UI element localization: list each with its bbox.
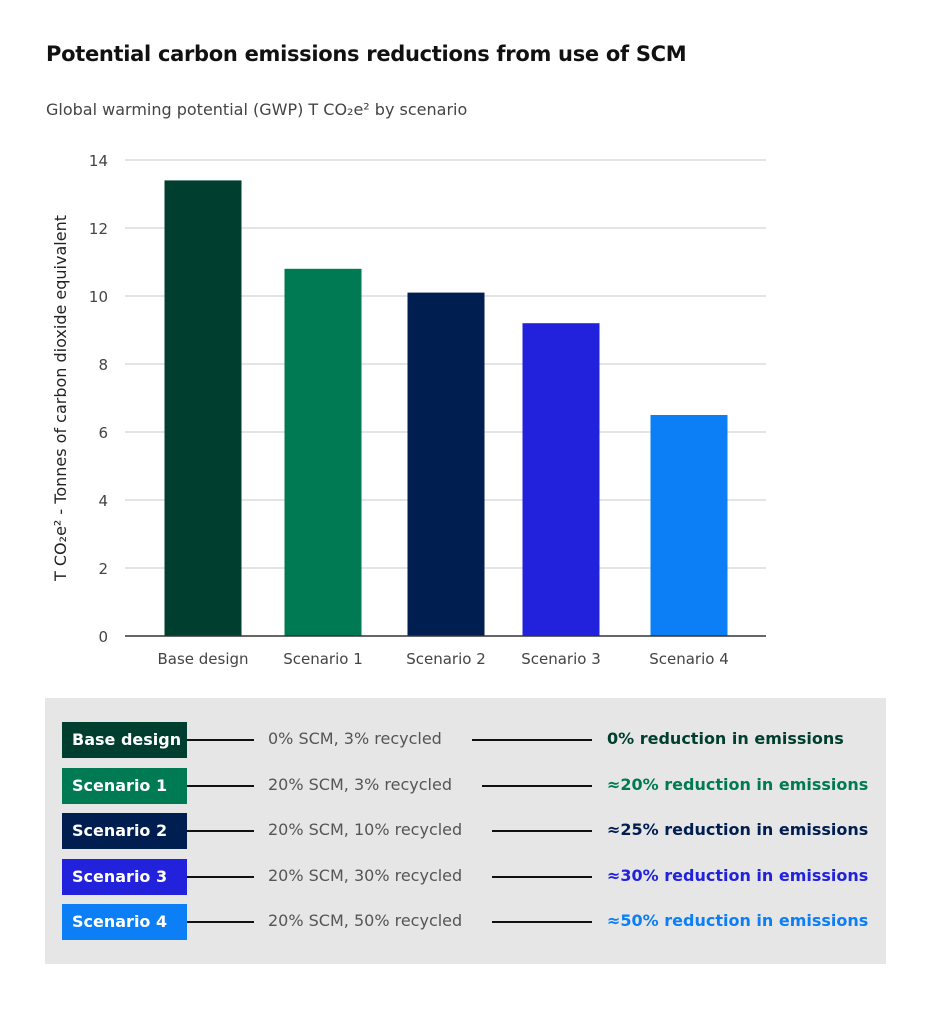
- y-tick-label: 14: [89, 152, 108, 170]
- bar-3: [522, 323, 600, 636]
- legend-swatch-label: Scenario 2: [62, 813, 187, 849]
- connector-line: [187, 739, 254, 741]
- y-tick-label: 12: [89, 220, 108, 238]
- legend-reduction: ≈25% reduction in emissions: [607, 820, 869, 839]
- legend-swatch-label: Base design: [62, 722, 187, 758]
- bar-4: [650, 415, 728, 636]
- connector-line: [187, 830, 254, 832]
- x-tick-label: Scenario 2: [406, 650, 486, 668]
- x-tick-label: Base design: [157, 650, 248, 668]
- legend-row: Scenario 2 20% SCM, 10% recycled ≈25% re…: [62, 813, 882, 849]
- y-tick-label: 10: [89, 288, 108, 306]
- connector-line: [492, 875, 592, 878]
- legend-swatch-label: Scenario 1: [62, 767, 187, 804]
- legend-swatch-label: Scenario 3: [62, 858, 187, 895]
- x-tick-label: Scenario 1: [283, 650, 363, 668]
- legend-reduction: ≈20% reduction in emissions: [607, 774, 869, 794]
- connector-line: [472, 739, 592, 741]
- connector-line: [482, 784, 592, 787]
- connector-line: [492, 830, 592, 832]
- legend-description: 0% SCM, 3% recycled: [268, 729, 442, 748]
- legend-row: Base design 0% SCM, 3% recycled 0% reduc…: [62, 722, 882, 758]
- legend-swatch-label: Scenario 4: [62, 904, 187, 940]
- legend-reduction: ≈30% reduction in emissions: [607, 865, 869, 885]
- y-tick-label: 4: [98, 492, 108, 510]
- legend-panel: Base design 0% SCM, 3% recycled 0% reduc…: [45, 698, 886, 964]
- bar-1: [284, 268, 362, 636]
- connector-line: [187, 875, 254, 878]
- bar-2: [407, 292, 485, 636]
- legend-row: Scenario 1 20% SCM, 3% recycled ≈20% red…: [62, 767, 882, 804]
- connector-line: [187, 921, 254, 923]
- legend-description: 20% SCM, 50% recycled: [268, 911, 463, 930]
- y-tick-label: 0: [98, 628, 108, 646]
- bar-chart: T CO₂e² - Tonnes of carbon dioxide equiv…: [51, 152, 766, 668]
- y-tick-label: 8: [98, 356, 108, 374]
- legend-description: 20% SCM, 3% recycled: [268, 774, 452, 794]
- y-axis-label: T CO₂e² - Tonnes of carbon dioxide equiv…: [51, 215, 70, 582]
- legend-row: Scenario 3 20% SCM, 30% recycled ≈30% re…: [62, 858, 882, 895]
- legend-row: Scenario 4 20% SCM, 50% recycled ≈50% re…: [62, 904, 882, 940]
- legend-reduction: ≈50% reduction in emissions: [607, 911, 869, 930]
- bar-0: [164, 180, 242, 636]
- connector-line: [492, 921, 592, 923]
- legend-reduction: 0% reduction in emissions: [607, 729, 844, 748]
- connector-line: [187, 784, 254, 787]
- chart-title: Potential carbon emissions reductions fr…: [46, 42, 687, 66]
- chart-subtitle: Global warming potential (GWP) T CO₂e² b…: [46, 100, 468, 119]
- x-tick-label: Scenario 3: [521, 650, 601, 668]
- y-tick-label: 2: [98, 560, 108, 578]
- legend-description: 20% SCM, 30% recycled: [268, 865, 463, 885]
- y-tick-label: 6: [98, 424, 108, 442]
- x-tick-label: Scenario 4: [649, 650, 729, 668]
- legend-description: 20% SCM, 10% recycled: [268, 820, 463, 839]
